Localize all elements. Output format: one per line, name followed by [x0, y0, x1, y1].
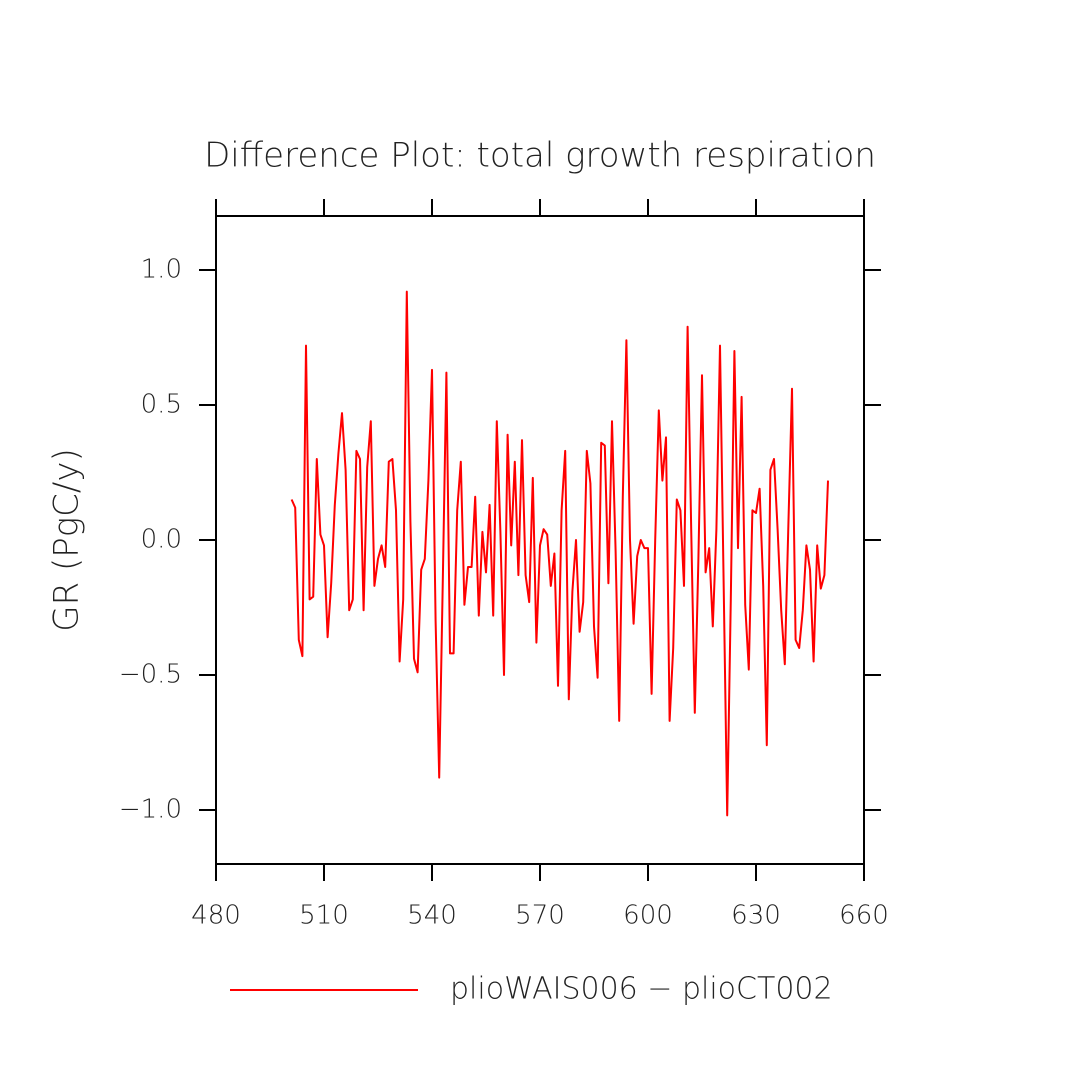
x-tick-label: 540 [407, 901, 457, 931]
x-tick-label: 660 [839, 901, 889, 931]
legend-label: plioWAIS006 − plioCT002 [450, 972, 833, 1007]
x-tick-label: 510 [299, 901, 349, 931]
x-tick-label: 570 [515, 901, 565, 931]
y-tick-label: −0.5 [119, 660, 182, 690]
plot-frame [215, 215, 865, 865]
y-tick-label: 0.5 [141, 390, 182, 420]
data-line [290, 290, 829, 817]
y-tick-label: −1.0 [119, 795, 182, 825]
y-tick-label: 0.0 [141, 525, 182, 555]
x-tick-label: 600 [623, 901, 673, 931]
x-tick-label: 480 [191, 901, 241, 931]
y-axis-title: GR (PgC/y) [47, 448, 87, 632]
x-tick-label: 630 [731, 901, 781, 931]
chart-title: Difference Plot: total growth respiratio… [204, 136, 876, 176]
y-tick-label: 1.0 [141, 255, 182, 285]
